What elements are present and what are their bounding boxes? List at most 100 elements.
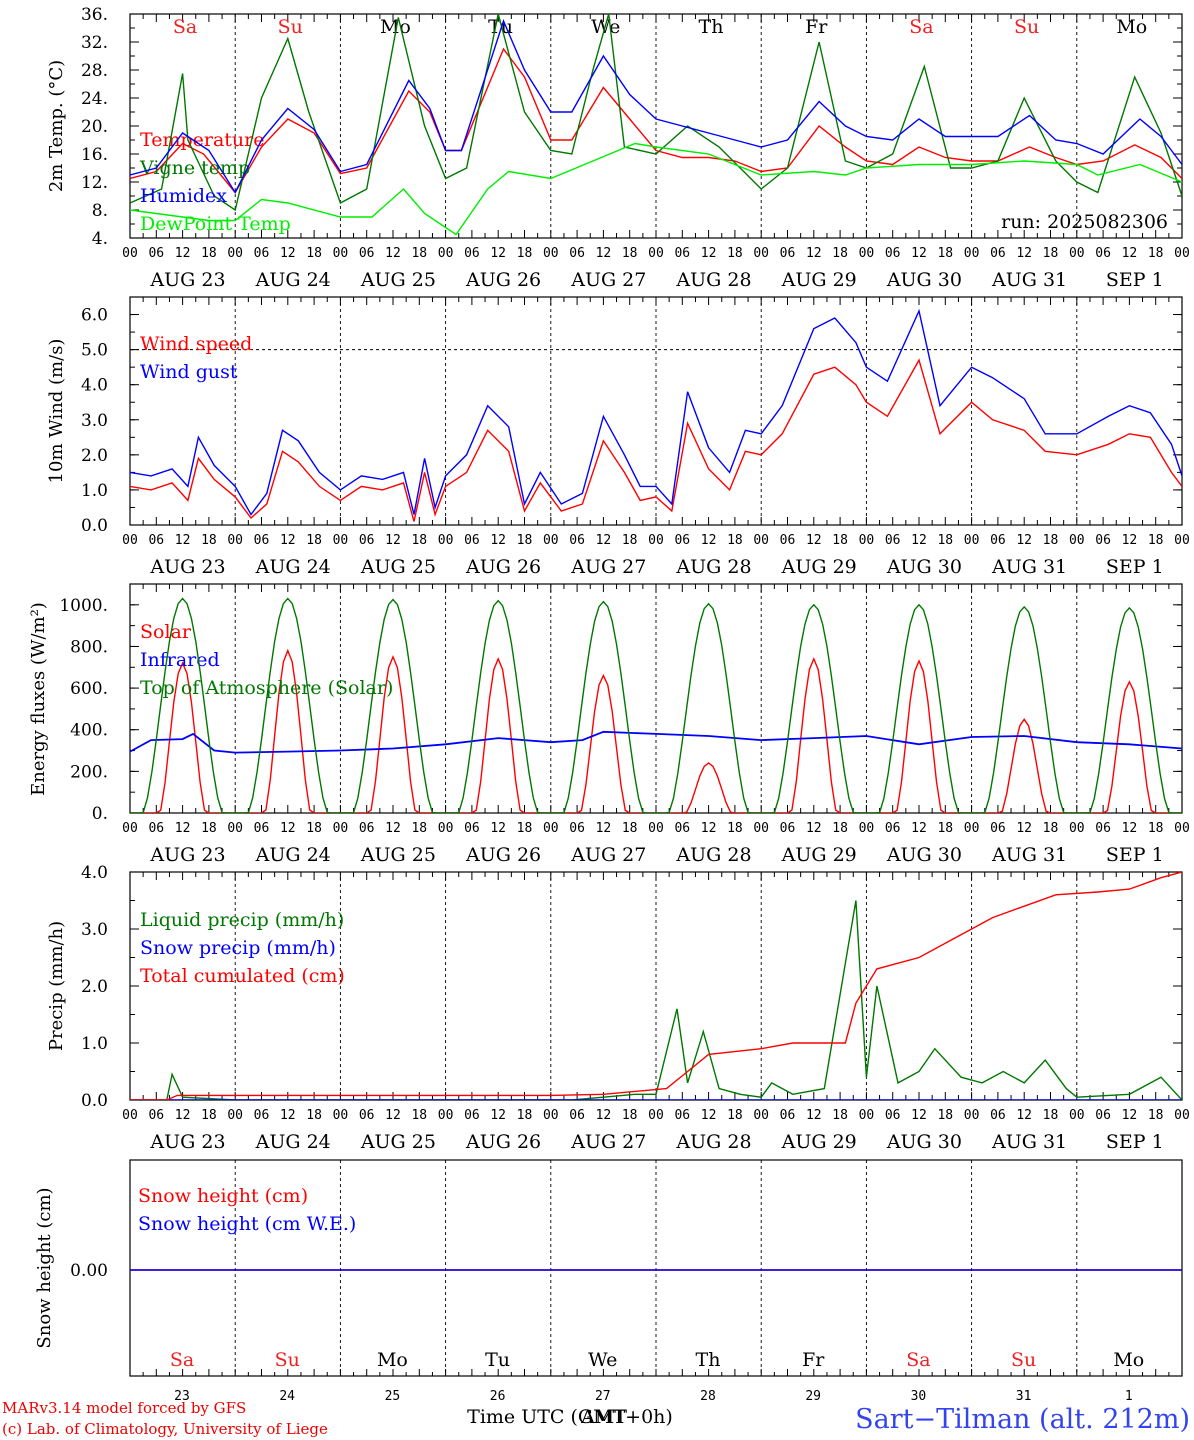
date-label: AUG 26	[465, 556, 541, 578]
hour-tick-label: 12	[385, 533, 401, 548]
date-label: AUG 30	[886, 556, 962, 578]
hour-tick-label: 12	[280, 821, 296, 836]
date-label: AUG 31	[991, 556, 1067, 578]
hour-tick-label: 06	[569, 533, 585, 548]
hour-tick-label: 12	[385, 1108, 401, 1123]
date-label: AUG 24	[255, 269, 331, 291]
hour-tick-label: 18	[517, 1108, 533, 1123]
series-line-temperature	[130, 47, 1182, 194]
date-label: AUG 25	[360, 556, 436, 578]
chart-panel-4: 00 06 12 18 00 06 12 18 00 06 12 18 00 06 12 18 00 06 12 18…	[46, 863, 1190, 1153]
hour-tick-label: 00	[1174, 246, 1190, 261]
chart-panel-3: 00 06 12 18 00 06 12 18 00 06 12 18 00 06 12 18 00 06 12 18…	[28, 583, 1190, 866]
hour-tick-label: 18	[832, 246, 848, 261]
day-name-label: We	[591, 16, 620, 38]
y-tick-label: 400.	[70, 721, 108, 741]
hour-tick-label: 18	[1043, 533, 1059, 548]
hour-tick-label: 12	[596, 1108, 612, 1123]
hour-tick-label: 00	[859, 533, 875, 548]
hour-tick-label: 12	[806, 533, 822, 548]
hour-tick-label: 18	[1043, 1108, 1059, 1123]
hour-tick-label: 18	[622, 1108, 638, 1123]
hour-tick-label: 00	[438, 533, 454, 548]
date-label: AUG 25	[360, 1131, 436, 1153]
hour-tick-label: 18	[411, 821, 427, 836]
hour-tick-label: 00	[1174, 533, 1190, 548]
day-name-label: Fr	[805, 16, 828, 38]
hour-tick-label: 12	[1016, 533, 1032, 548]
y-axis-label: 2m Temp. (°C)	[46, 60, 67, 192]
date-label: AUG 30	[886, 1131, 962, 1153]
date-label: SEP 1	[1106, 556, 1164, 578]
y-tick-label: 16.	[81, 145, 108, 165]
hour-tick-label: 18	[622, 821, 638, 836]
hour-tick-label: 12	[490, 246, 506, 261]
date-label: AUG 27	[570, 269, 646, 291]
hour-tick-label: 18	[727, 1108, 743, 1123]
date-label: AUG 28	[675, 269, 751, 291]
hour-tick-label: 00	[543, 821, 559, 836]
hour-tick-label: 06	[990, 246, 1006, 261]
hour-tick-label: 00	[1174, 1108, 1190, 1123]
hour-tick-label: 12	[701, 821, 717, 836]
day-name-label: Sa	[909, 16, 933, 38]
y-tick-label: 28.	[81, 61, 108, 81]
day-number-label: 1	[1125, 1389, 1133, 1404]
hour-tick-label: 06	[148, 821, 164, 836]
legend-entry: Total cumulated (cm)	[140, 965, 345, 987]
y-tick-label: 5.0	[81, 341, 108, 361]
hour-tick-label: 18	[517, 533, 533, 548]
legend-entry: Liquid precip (mm/h)	[140, 909, 344, 931]
hour-tick-label: 18	[201, 533, 217, 548]
day-number-label: 26	[490, 1389, 506, 1404]
hour-tick-label: 00	[227, 1108, 243, 1123]
date-label: AUG 29	[781, 844, 857, 866]
y-tick-label: 2.0	[81, 977, 108, 997]
legend-entry: Vigne temp	[139, 157, 250, 179]
run-label: run: 2025082306	[1001, 211, 1168, 233]
day-number-label: 25	[385, 1389, 401, 1404]
y-tick-label: 1.0	[81, 1034, 108, 1054]
day-number-label: 28	[700, 1389, 716, 1404]
date-label: AUG 24	[255, 1131, 331, 1153]
hour-tick-label: 00	[122, 821, 138, 836]
hour-tick-label: 12	[1122, 533, 1138, 548]
hour-tick-label: 00	[227, 533, 243, 548]
plot-frame	[129, 13, 1183, 239]
hour-tick-label: 06	[780, 1108, 796, 1123]
hour-tick-label: 18	[1043, 821, 1059, 836]
legend-entry: Snow height (cm W.E.)	[138, 1213, 356, 1235]
y-axis-label: 10m Wind (m/s)	[46, 339, 67, 484]
hour-tick-label: 00	[1069, 246, 1085, 261]
hour-tick-label: 06	[1095, 246, 1111, 261]
hour-tick-label: 00	[543, 1108, 559, 1123]
date-label: AUG 31	[991, 1131, 1067, 1153]
hour-tick-label: 18	[517, 246, 533, 261]
hour-tick-label: 06	[1095, 821, 1111, 836]
day-number-label: 30	[911, 1389, 927, 1404]
series-line-wind-gust	[130, 308, 1182, 516]
date-label: AUG 30	[886, 844, 962, 866]
legend-entry: Solar	[140, 621, 192, 643]
hour-tick-label: 06	[359, 1108, 375, 1123]
hour-tick-label: 12	[806, 821, 822, 836]
legend-entry: Snow precip (mm/h)	[140, 937, 336, 959]
day-number-label: 24	[279, 1389, 295, 1404]
legend-entry: DewPoint Temp	[140, 213, 291, 235]
hour-tick-label: 00	[648, 1108, 664, 1123]
y-tick-label: 3.0	[81, 920, 108, 940]
hour-tick-label: 00	[333, 821, 349, 836]
day-number-label: 27	[595, 1389, 611, 1404]
y-tick-label: 0.00	[70, 1261, 108, 1281]
hour-tick-label: 12	[596, 821, 612, 836]
y-tick-label: 1000.	[59, 596, 108, 616]
y-tick-label: 6.0	[81, 306, 108, 326]
date-label: SEP 1	[1106, 844, 1164, 866]
hour-tick-label: 18	[832, 821, 848, 836]
hour-tick-label: 06	[359, 821, 375, 836]
hour-tick-label: 06	[464, 1108, 480, 1123]
y-tick-label: 2.0	[81, 446, 108, 466]
y-tick-label: 4.0	[81, 863, 108, 883]
date-label: AUG 31	[991, 269, 1067, 291]
